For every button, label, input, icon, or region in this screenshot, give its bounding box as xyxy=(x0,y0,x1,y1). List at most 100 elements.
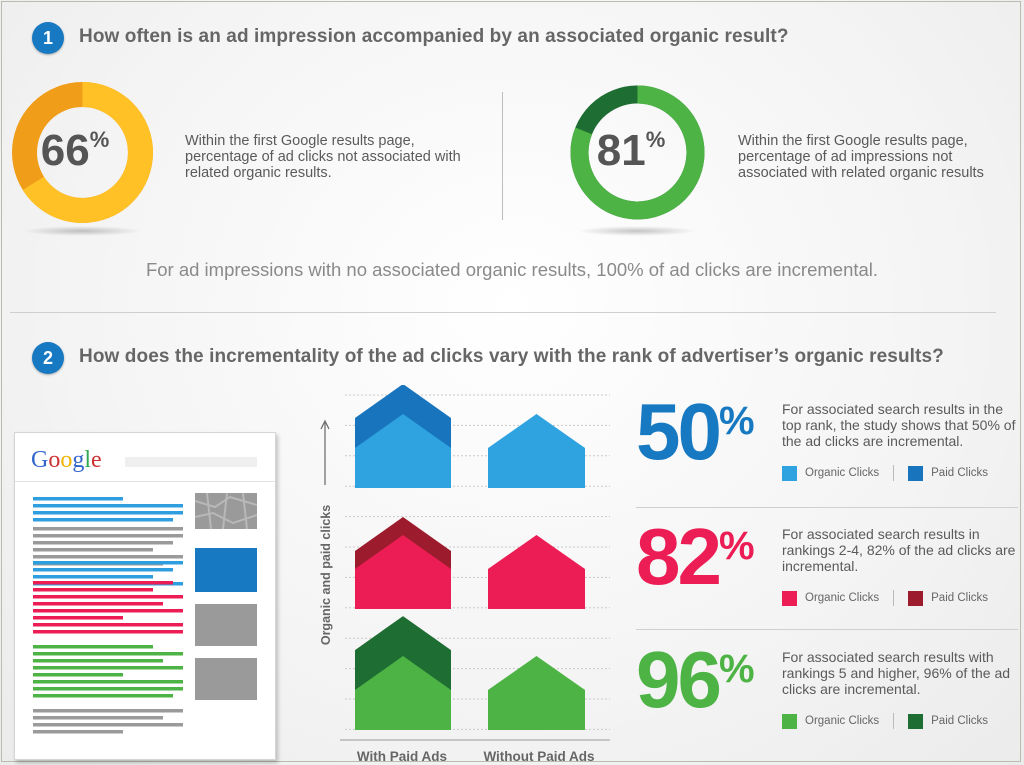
legend-separator xyxy=(893,465,895,481)
google-logo-letter: g xyxy=(72,447,85,473)
stat-description-3: For associated search results with ranki… xyxy=(782,649,1011,697)
legend-separator xyxy=(893,713,895,729)
serp-row xyxy=(33,588,153,592)
serp-row xyxy=(33,602,163,606)
side-block-gray-2 xyxy=(195,658,257,700)
google-logo-letter: e xyxy=(91,447,102,473)
serp-row xyxy=(33,511,183,515)
y-axis-arrowhead xyxy=(320,419,330,430)
google-logo-letter: o xyxy=(48,447,61,473)
google-logo-letter: l xyxy=(84,447,92,473)
area-organic-clicks xyxy=(488,414,585,488)
serp-row xyxy=(33,723,183,727)
donut-left-value-arc xyxy=(12,82,153,223)
stat-percent-3: 96% xyxy=(636,635,755,724)
legend-label-organic: Organic Clicks xyxy=(805,467,880,479)
serp-row xyxy=(33,568,173,572)
serp-row xyxy=(33,561,183,565)
serp-row xyxy=(33,548,153,552)
donut-left-description: Within the first Google results page, pe… xyxy=(185,133,461,181)
area-organic-clicks xyxy=(355,535,451,609)
side-block-gray-1 xyxy=(195,604,257,646)
serp-row xyxy=(33,555,183,559)
google-logo-letter: G xyxy=(31,447,49,473)
x-tick-label: With Paid Ads xyxy=(357,749,447,764)
serp-row xyxy=(33,666,183,670)
donut-right-description: Within the first Google results page, pe… xyxy=(738,133,984,181)
serp-row xyxy=(33,497,123,501)
legend-label-paid: Paid Clicks xyxy=(931,467,989,479)
x-tick-label: Without Paid Ads xyxy=(483,749,594,764)
legend-swatch-paid xyxy=(908,713,924,729)
serp-row xyxy=(33,609,183,613)
stat-percent-1: 50% xyxy=(636,387,755,476)
legend-swatch-paid xyxy=(908,590,924,606)
stat-description-1: For associated search results in the top… xyxy=(782,401,1016,449)
serp-row xyxy=(33,680,183,684)
serp-row xyxy=(33,575,153,579)
section-1-divider xyxy=(502,92,503,220)
serp-row xyxy=(33,652,183,656)
legend-label-organic: Organic Clicks xyxy=(805,592,880,604)
search-bar xyxy=(125,457,257,467)
donut-right: 81% xyxy=(570,85,705,220)
serp-row xyxy=(33,518,173,522)
serp-row xyxy=(33,527,183,531)
area-chart: Organic and paid clicks With Paid Ads Wi… xyxy=(319,385,610,764)
ad-block xyxy=(195,548,257,592)
serp-row xyxy=(33,694,173,698)
area-organic-clicks xyxy=(355,656,451,730)
stat-description-2: For associated search results in ranking… xyxy=(782,526,1016,574)
serp-row xyxy=(33,541,173,545)
legend-1: Organic Clicks Paid Clicks xyxy=(782,465,988,481)
serp-row xyxy=(33,595,183,599)
legend-label-paid: Paid Clicks xyxy=(931,592,989,604)
map-icon xyxy=(195,493,257,529)
area-organic-clicks xyxy=(488,535,585,609)
section-2-badge: 2 xyxy=(32,342,64,374)
donut-left: 66% xyxy=(12,82,153,223)
stat-divider-2 xyxy=(636,629,1018,630)
donut-left-value: 66% xyxy=(41,126,110,175)
stat-percent-2: 82% xyxy=(636,512,755,601)
legend-label-paid: Paid Clicks xyxy=(931,715,989,727)
legend-2: Organic Clicks Paid Clicks xyxy=(782,590,988,606)
serp-row xyxy=(33,581,173,585)
serp-row xyxy=(33,534,183,538)
google-logo-letter: o xyxy=(60,447,73,473)
legend-label-organic: Organic Clicks xyxy=(805,715,880,727)
section-divider xyxy=(10,312,996,313)
donut-left-shadow xyxy=(22,226,142,236)
legend-swatch-paid xyxy=(908,465,924,481)
legend-separator xyxy=(893,590,895,606)
serp-row xyxy=(33,645,153,649)
serp-row xyxy=(33,716,163,720)
section-1-title: How often is an ad impression accompanie… xyxy=(79,26,789,47)
legend-3: Organic Clicks Paid Clicks xyxy=(782,713,988,729)
serp-row xyxy=(33,659,163,663)
serp-row xyxy=(33,687,183,691)
legend-swatch-organic xyxy=(782,465,797,481)
serp-row xyxy=(33,504,183,508)
section-2-title: How does the incrementality of the ad cl… xyxy=(79,346,944,367)
legend-swatch-organic xyxy=(782,713,797,729)
y-axis-label: Organic and paid clicks xyxy=(319,505,333,645)
serp-row xyxy=(33,709,183,713)
section-1-badge: 1 xyxy=(32,22,64,54)
map-thumbnail xyxy=(195,493,257,529)
serp-row xyxy=(33,730,123,734)
serp-result-rows xyxy=(33,497,183,734)
donut-right-value-arc xyxy=(570,85,705,220)
legend-swatch-organic xyxy=(782,590,797,606)
stat-divider-1 xyxy=(636,507,1018,508)
google-logo: Google xyxy=(31,447,102,474)
serp-row xyxy=(33,616,123,620)
donut-right-shadow xyxy=(577,226,697,236)
serp-mockup: Google xyxy=(14,432,276,760)
section-1-summary: For ad impressions with no associated or… xyxy=(145,259,879,280)
serp-row xyxy=(33,673,123,677)
serp-row xyxy=(33,623,183,627)
serp-header-divider xyxy=(15,481,275,482)
donut-right-value: 81% xyxy=(597,126,666,175)
serp-row xyxy=(33,630,183,634)
